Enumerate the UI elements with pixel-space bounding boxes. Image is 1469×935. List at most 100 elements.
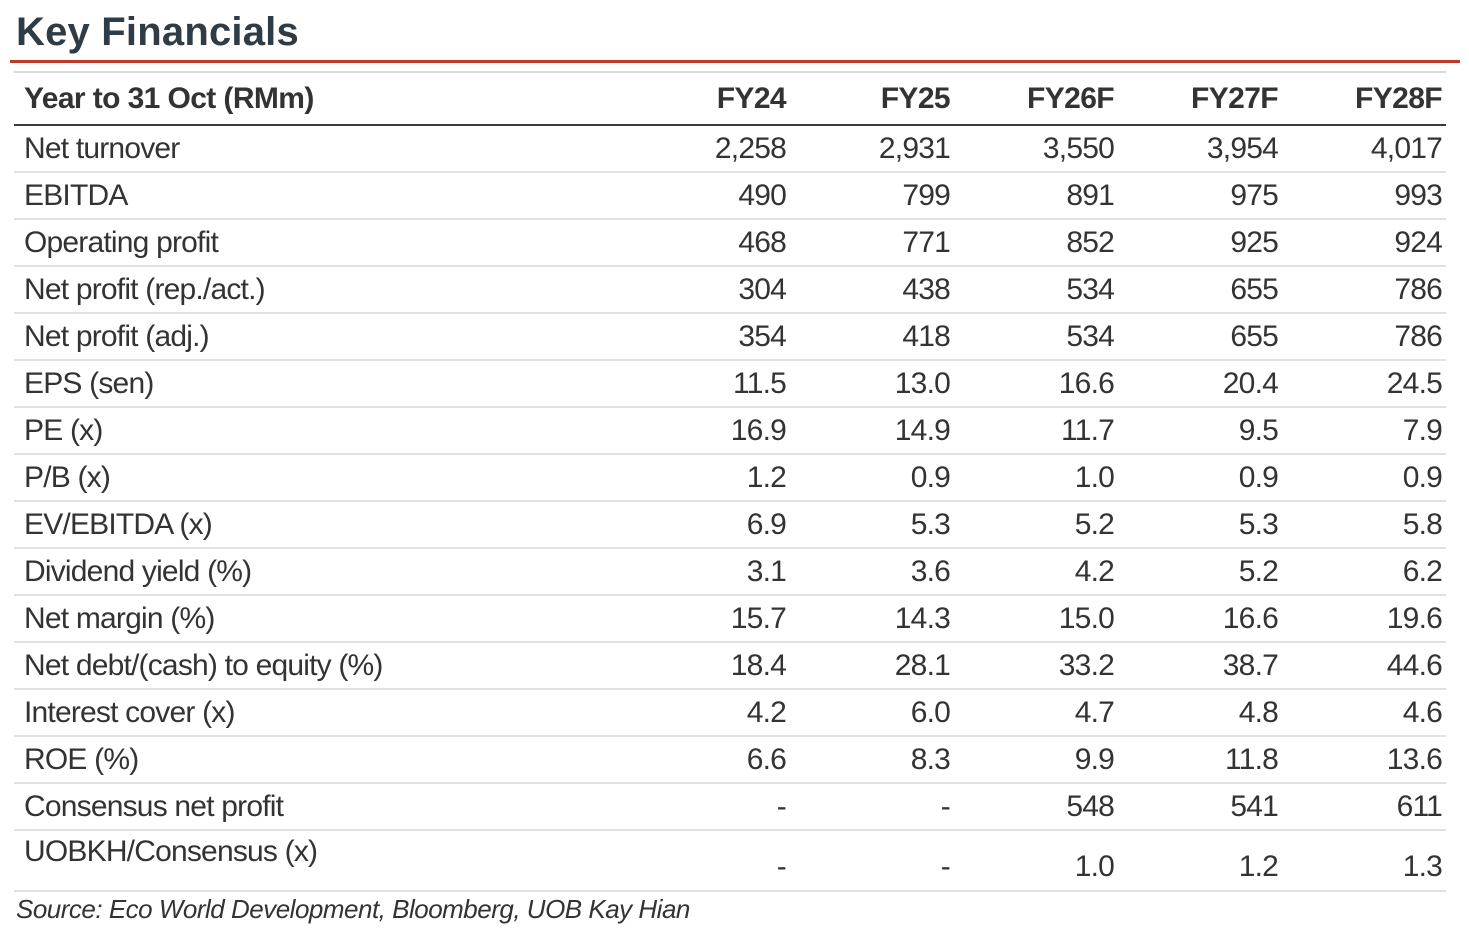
- row-value: 438: [902, 272, 950, 306]
- row-value: 14.9: [894, 413, 951, 447]
- row-value: 4,017: [1370, 131, 1443, 165]
- source-note: Source: Eco World Development, Bloomberg…: [16, 894, 690, 924]
- table-row: ROE (%) 6.6 8.3 9.9 11.8 13.6: [14, 737, 1446, 784]
- row-value: 852: [1066, 225, 1114, 259]
- header-fy25: FY25: [880, 81, 951, 115]
- row-value: 5.3: [910, 507, 951, 541]
- row-value: 534: [1066, 272, 1114, 306]
- table-row: Net turnover 2,258 2,931 3,550 3,954 4,0…: [14, 126, 1446, 173]
- row-value: 354: [738, 319, 786, 353]
- table-top-rule: [14, 71, 1446, 73]
- row-value: 3.1: [746, 554, 787, 588]
- row-value: 6.9: [746, 507, 787, 541]
- row-value: 4.8: [1238, 695, 1279, 729]
- table-row: Net margin (%) 15.7 14.3 15.0 16.6 19.6: [14, 596, 1446, 643]
- row-value: -: [940, 850, 951, 883]
- row-value: 5.2: [1074, 507, 1115, 541]
- header-fy27f: FY27F: [1190, 81, 1279, 115]
- row-value: 3,954: [1206, 131, 1279, 165]
- row-value: 4.7: [1074, 695, 1115, 729]
- row-label: Dividend yield (%): [24, 554, 252, 588]
- row-value: 3.6: [910, 554, 951, 588]
- row-label: Interest cover (x): [24, 695, 235, 729]
- row-value: 786: [1394, 319, 1442, 353]
- row-value: 8.3: [910, 742, 951, 776]
- table-header-row: Year to 31 Oct (RMm) FY24 FY25 FY26F FY2…: [14, 73, 1446, 126]
- row-value: 11.5: [733, 366, 787, 400]
- row-value: 304: [738, 272, 786, 306]
- row-value: 925: [1230, 225, 1278, 259]
- row-label: ROE (%): [24, 742, 139, 776]
- row-value: 14.3: [894, 601, 951, 635]
- row-value: 0.9: [910, 460, 951, 494]
- row-value: 16.6: [1058, 366, 1115, 400]
- row-value: 16.6: [1222, 601, 1279, 635]
- row-value: 655: [1230, 319, 1278, 353]
- row-value: 24.5: [1386, 366, 1443, 400]
- page-title: Key Financials: [16, 10, 299, 54]
- header-fy28f: FY28F: [1354, 81, 1443, 115]
- row-value: 19.6: [1386, 601, 1443, 635]
- header-fy24: FY24: [716, 81, 787, 115]
- row-value: 6.6: [746, 742, 787, 776]
- row-value: 15.7: [730, 601, 787, 635]
- row-label: Consensus net profit: [24, 789, 284, 823]
- row-value: 13.0: [894, 366, 951, 400]
- row-value: 548: [1066, 789, 1114, 823]
- row-value: 891: [1066, 178, 1114, 212]
- row-value: -: [940, 789, 951, 823]
- row-label: EBITDA: [24, 178, 128, 212]
- row-label: Operating profit: [24, 225, 219, 259]
- row-value: 418: [902, 319, 950, 353]
- row-value: 7.9: [1402, 413, 1443, 447]
- row-value: 6.0: [910, 695, 951, 729]
- row-label: Net profit (adj.): [24, 319, 210, 353]
- row-value: 16.9: [730, 413, 787, 447]
- row-value: 2,931: [878, 131, 951, 165]
- row-value: 4.2: [746, 695, 787, 729]
- row-value: 534: [1066, 319, 1114, 353]
- row-value: -: [776, 789, 787, 823]
- row-value: 4.2: [1074, 554, 1115, 588]
- row-label: Net profit (rep./act.): [24, 272, 266, 306]
- row-label: UOBKH/Consensus (x): [24, 835, 318, 868]
- row-value: 15.0: [1058, 601, 1115, 635]
- row-label: PE (x): [24, 413, 103, 447]
- row-value: -: [776, 850, 787, 883]
- row-value: 11.8: [1225, 742, 1279, 776]
- row-label: Net margin (%): [24, 601, 215, 635]
- row-value: 1.2: [1238, 850, 1279, 883]
- row-value: 9.9: [1074, 742, 1115, 776]
- row-value: 786: [1394, 272, 1442, 306]
- row-value: 490: [738, 178, 786, 212]
- header-fy26f: FY26F: [1026, 81, 1115, 115]
- row-value: 975: [1230, 178, 1278, 212]
- row-label: P/B (x): [24, 460, 111, 494]
- row-label: Net debt/(cash) to equity (%): [24, 648, 383, 682]
- row-value: 11.7: [1061, 413, 1115, 447]
- row-value: 541: [1230, 789, 1278, 823]
- row-value: 1.0: [1074, 460, 1115, 494]
- row-value: 20.4: [1222, 366, 1279, 400]
- row-value: 9.5: [1238, 413, 1279, 447]
- row-value: 18.4: [730, 648, 787, 682]
- table-row: Consensus net profit - - 548 541 611: [14, 784, 1446, 831]
- table-row: Dividend yield (%) 3.1 3.6 4.2 5.2 6.2: [14, 549, 1446, 596]
- row-value: 2,258: [714, 131, 787, 165]
- row-value: 993: [1394, 178, 1442, 212]
- row-value: 13.6: [1386, 742, 1443, 776]
- table-row: EBITDA 490 799 891 975 993: [14, 173, 1446, 220]
- row-value: 38.7: [1222, 648, 1279, 682]
- table-row: Interest cover (x) 4.2 6.0 4.7 4.8 4.6: [14, 690, 1446, 737]
- table-row: Net debt/(cash) to equity (%) 18.4 28.1 …: [14, 643, 1446, 690]
- table-row: P/B (x) 1.2 0.9 1.0 0.9 0.9: [14, 455, 1446, 502]
- row-value: 771: [902, 225, 950, 259]
- row-value: 6.2: [1402, 554, 1443, 588]
- table-row: Operating profit 468 771 852 925 924: [14, 220, 1446, 267]
- row-value: 611: [1396, 789, 1443, 823]
- row-value: 28.1: [894, 648, 951, 682]
- row-value: 5.3: [1238, 507, 1279, 541]
- table-row: UOBKH/Consensus (x) - - 1.0 1.2 1.3: [14, 831, 1446, 892]
- row-label: Net turnover: [24, 131, 180, 165]
- row-value: 33.2: [1058, 648, 1115, 682]
